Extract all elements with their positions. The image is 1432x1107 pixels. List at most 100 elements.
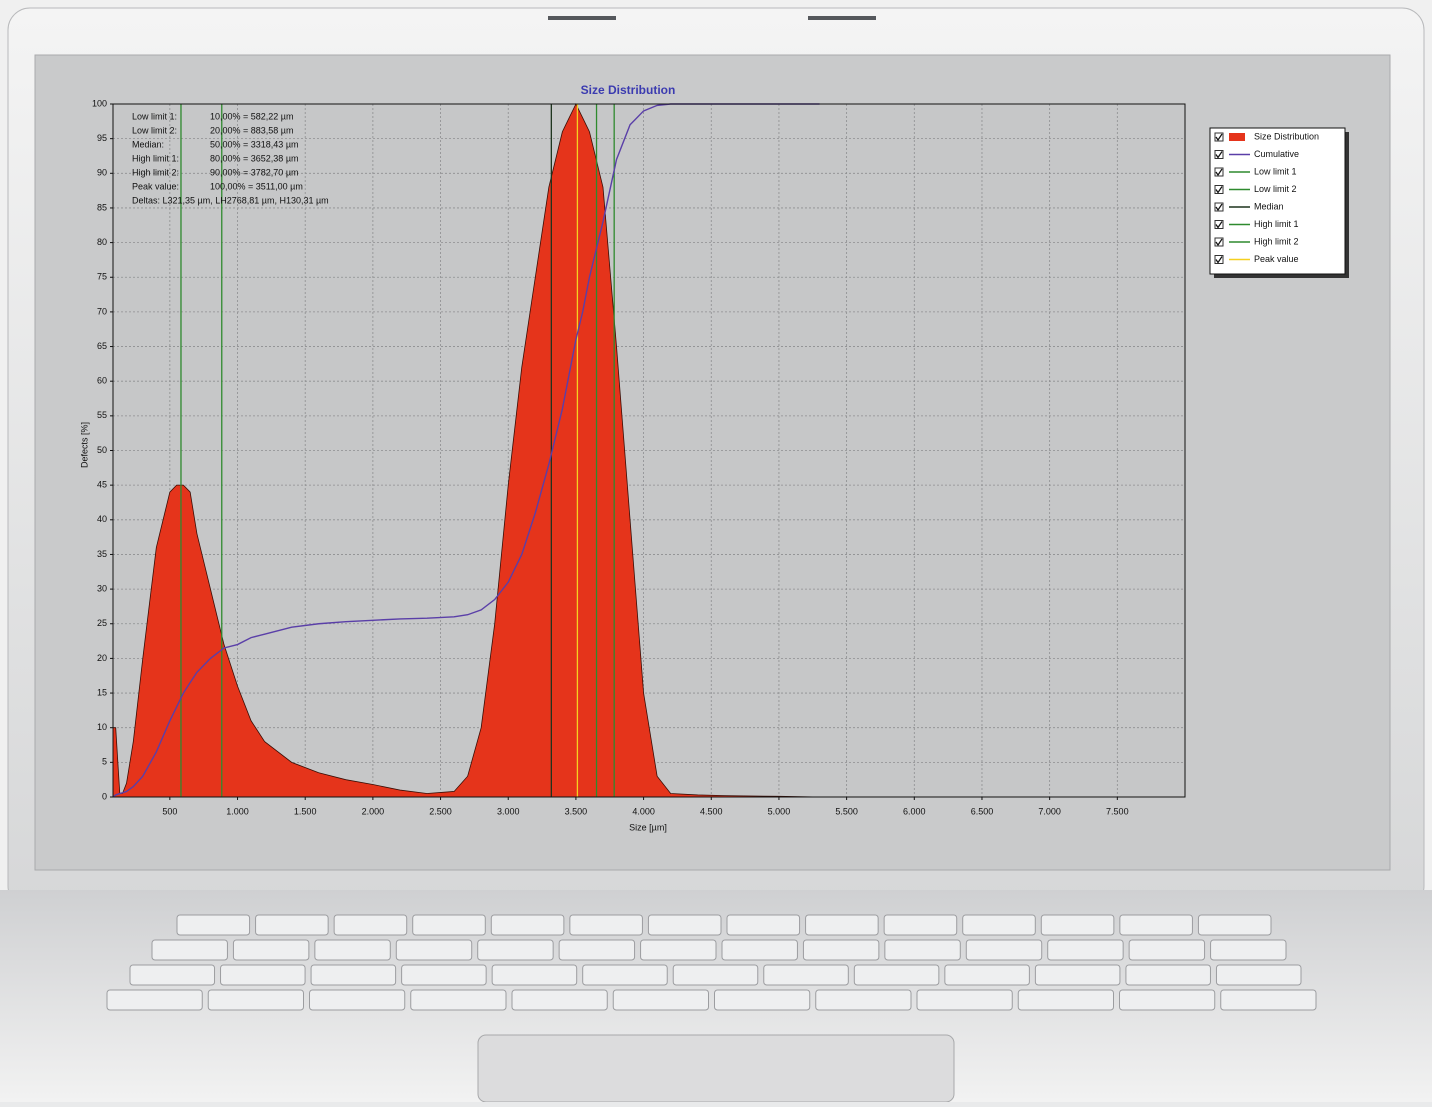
- annotation-label: Low limit 1:: [132, 111, 177, 121]
- legend-label: High limit 2: [1254, 236, 1299, 246]
- x-tick-label: 7.500: [1106, 806, 1129, 816]
- y-tick-label: 80: [97, 237, 107, 247]
- key: [803, 940, 878, 960]
- key: [512, 990, 607, 1010]
- key: [1048, 940, 1123, 960]
- x-tick-label: 7.000: [1038, 806, 1061, 816]
- key: [402, 965, 487, 985]
- key: [854, 965, 939, 985]
- key: [966, 940, 1041, 960]
- key: [806, 915, 879, 935]
- y-tick-label: 45: [97, 480, 107, 490]
- y-tick-label: 90: [97, 168, 107, 178]
- key: [715, 990, 810, 1010]
- y-tick-label: 10: [97, 722, 107, 732]
- key: [570, 915, 643, 935]
- key: [648, 915, 721, 935]
- x-tick-label: 4.000: [632, 806, 655, 816]
- page: {"chart_data": { "type": "area", "title"…: [0, 0, 1432, 1102]
- annotation-text: 50,00% = 3318,43 µm: [210, 139, 299, 149]
- y-axis-label: Defects [%]: [79, 422, 89, 468]
- y-tick-label: 40: [97, 514, 107, 524]
- key: [559, 940, 634, 960]
- annotation-text: 10,00% = 582,22 µm: [210, 111, 294, 121]
- legend-label: Low limit 1: [1254, 166, 1297, 176]
- key: [722, 940, 797, 960]
- key: [233, 940, 308, 960]
- key: [1018, 990, 1113, 1010]
- x-axis-label: Size [µm]: [629, 822, 667, 832]
- key: [641, 940, 716, 960]
- key: [491, 915, 564, 935]
- key: [917, 990, 1012, 1010]
- key: [396, 940, 471, 960]
- y-tick-label: 5: [102, 757, 107, 767]
- key: [816, 990, 911, 1010]
- y-tick-label: 75: [97, 272, 107, 282]
- key: [1120, 990, 1215, 1010]
- y-tick-label: 25: [97, 618, 107, 628]
- key: [885, 940, 960, 960]
- x-tick-label: 2.500: [429, 806, 452, 816]
- key: [884, 915, 957, 935]
- y-tick-label: 30: [97, 583, 107, 593]
- legend-label: Peak value: [1254, 254, 1299, 264]
- x-tick-label: 6.500: [971, 806, 994, 816]
- annotation-label: High limit 1:: [132, 153, 179, 163]
- x-tick-label: 5.500: [835, 806, 858, 816]
- annotation-label: Median:: [132, 139, 164, 149]
- annotation-deltas: Deltas: L321,35 µm, LH2768,81 µm, H130,3…: [132, 195, 329, 205]
- x-tick-label: 3.000: [497, 806, 520, 816]
- annotation-label: Low limit 2:: [132, 125, 177, 135]
- y-tick-label: 15: [97, 687, 107, 697]
- y-tick-label: 55: [97, 410, 107, 420]
- key: [315, 940, 390, 960]
- annotation-text: 20,00% = 883,58 µm: [210, 125, 294, 135]
- key: [945, 965, 1030, 985]
- key: [1120, 915, 1193, 935]
- x-tick-label: 500: [162, 806, 177, 816]
- chart: Size Distribution Size [µm] Defects [%] …: [79, 83, 1349, 832]
- y-tick-label: 85: [97, 202, 107, 212]
- key: [311, 965, 396, 985]
- key: [413, 915, 486, 935]
- annotation-text: 80,00% = 3652,38 µm: [210, 153, 299, 163]
- key: [583, 965, 668, 985]
- hinge: [548, 16, 616, 20]
- key: [107, 990, 202, 1010]
- x-tick-label: 1.500: [294, 806, 317, 816]
- legend-label: High limit 1: [1254, 219, 1299, 229]
- key: [727, 915, 800, 935]
- key: [1198, 915, 1271, 935]
- legend-label: Cumulative: [1254, 149, 1299, 159]
- key: [1211, 940, 1286, 960]
- y-tick-label: 20: [97, 653, 107, 663]
- annotation-text: 100,00% = 3511,00 µm: [210, 181, 303, 191]
- y-tick-label: 70: [97, 306, 107, 316]
- key: [177, 915, 250, 935]
- key: [411, 990, 506, 1010]
- key: [334, 915, 407, 935]
- y-tick-label: 65: [97, 341, 107, 351]
- key: [492, 965, 577, 985]
- y-tick-label: 0: [102, 791, 107, 801]
- x-tick-label: 4.500: [700, 806, 723, 816]
- key: [1129, 940, 1204, 960]
- annotation-label: Peak value:: [132, 181, 179, 191]
- x-tick-label: 1.000: [226, 806, 249, 816]
- legend-label: Low limit 2: [1254, 184, 1297, 194]
- key: [208, 990, 303, 1010]
- y-tick-label: 100: [92, 98, 107, 108]
- annotation-text: 90,00% = 3782,70 µm: [210, 167, 299, 177]
- legend-label: Median: [1254, 201, 1284, 211]
- key: [478, 940, 553, 960]
- y-tick-label: 95: [97, 133, 107, 143]
- x-tick-label: 5.000: [768, 806, 791, 816]
- key: [130, 965, 215, 985]
- laptop-scene: Size Distribution Size [µm] Defects [%] …: [0, 0, 1432, 1102]
- x-tick-label: 6.000: [903, 806, 926, 816]
- chart-title: Size Distribution: [581, 83, 676, 97]
- key: [1126, 965, 1211, 985]
- x-tick-label: 3.500: [565, 806, 588, 816]
- key: [613, 990, 708, 1010]
